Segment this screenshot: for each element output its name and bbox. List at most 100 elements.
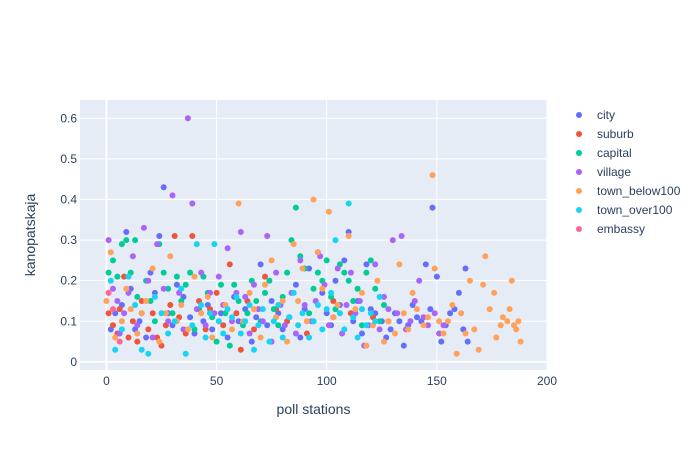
data-point (319, 289, 326, 296)
legend-item-city[interactable]: city (576, 108, 615, 122)
data-point (436, 318, 443, 325)
data-point (165, 318, 172, 325)
series-capital (105, 204, 387, 349)
data-point (306, 265, 313, 272)
y-tick-label: 0.1 (60, 314, 77, 328)
data-point (387, 326, 394, 333)
data-point (453, 350, 460, 357)
data-point (145, 326, 152, 333)
data-point (396, 318, 403, 325)
data-point (466, 277, 473, 284)
data-point (310, 285, 317, 292)
data-point (416, 277, 423, 284)
data-point (224, 245, 231, 252)
data-point (138, 346, 145, 353)
data-point (105, 237, 112, 244)
data-point (290, 241, 297, 248)
legend[interactable]: city suburb capital village town_below100tow… (576, 108, 681, 236)
data-point (246, 302, 253, 308)
data-point (231, 281, 238, 288)
data-point (138, 298, 145, 304)
legend-item-capital[interactable]: capital (576, 146, 632, 160)
data-point (268, 257, 275, 264)
data-point (275, 302, 282, 308)
data-point (127, 306, 134, 313)
data-point (400, 310, 407, 317)
data-point (367, 257, 374, 264)
legend-item-embassy[interactable]: embassy (576, 222, 645, 236)
data-point (198, 269, 205, 276)
data-point (279, 334, 286, 341)
data-point (246, 330, 253, 337)
data-point (297, 257, 304, 264)
data-point (233, 310, 240, 317)
data-point (213, 289, 220, 296)
data-point (431, 310, 438, 317)
data-point (381, 302, 387, 308)
data-point (350, 298, 357, 304)
data-point (504, 318, 511, 325)
data-point (385, 306, 392, 313)
data-point (334, 302, 341, 308)
data-point (314, 269, 321, 276)
data-point (345, 277, 352, 284)
data-point (376, 318, 383, 325)
data-point (160, 285, 167, 292)
data-point (202, 326, 209, 333)
data-point (151, 293, 158, 300)
data-point (394, 310, 401, 317)
data-point (325, 322, 332, 329)
data-point (376, 293, 383, 300)
data-point (381, 338, 387, 345)
data-point (409, 289, 416, 296)
data-point (147, 298, 154, 304)
legend-item-town_over100[interactable]: town_over100 (576, 203, 673, 217)
data-point (229, 326, 235, 333)
data-point (213, 338, 220, 345)
data-point (253, 314, 260, 321)
data-point (471, 326, 478, 333)
data-point (414, 314, 420, 321)
data-point (398, 233, 405, 239)
legend-item-suburb[interactable]: suburb (576, 127, 634, 141)
legend-label: town_over100 (597, 203, 673, 217)
data-point (123, 237, 130, 244)
data-point (444, 318, 451, 325)
data-point (145, 350, 152, 357)
data-point (440, 330, 447, 337)
legend-item-town_below100[interactable]: town_below100 (576, 184, 681, 198)
legend-item-village[interactable]: village (576, 165, 631, 179)
legend-marker (576, 226, 582, 232)
data-point (118, 326, 125, 333)
data-point (515, 318, 522, 325)
data-point (284, 269, 291, 276)
data-point (389, 237, 396, 244)
data-point (121, 273, 128, 280)
data-point (297, 253, 304, 260)
data-point (275, 322, 282, 329)
data-point (264, 322, 271, 329)
data-point (284, 338, 291, 345)
data-point (178, 302, 185, 308)
data-point (134, 338, 141, 345)
data-point (429, 204, 436, 211)
data-point (290, 289, 297, 296)
data-point (436, 330, 443, 337)
data-point (266, 277, 273, 284)
data-point (292, 281, 299, 288)
data-point (251, 346, 257, 353)
data-point (323, 306, 330, 313)
data-point (363, 342, 370, 349)
data-point (110, 306, 116, 313)
legend-label: city (597, 108, 615, 122)
data-point (182, 281, 189, 288)
data-point (359, 322, 365, 329)
data-point (251, 306, 257, 313)
data-point (154, 241, 161, 248)
data-point (462, 265, 469, 272)
data-point (268, 298, 275, 304)
data-point (513, 326, 520, 333)
data-point (237, 330, 244, 337)
y-tick-label: 0 (70, 355, 77, 369)
data-point (499, 314, 506, 321)
